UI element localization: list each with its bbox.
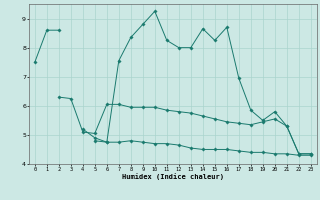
X-axis label: Humidex (Indice chaleur): Humidex (Indice chaleur) (122, 173, 224, 180)
